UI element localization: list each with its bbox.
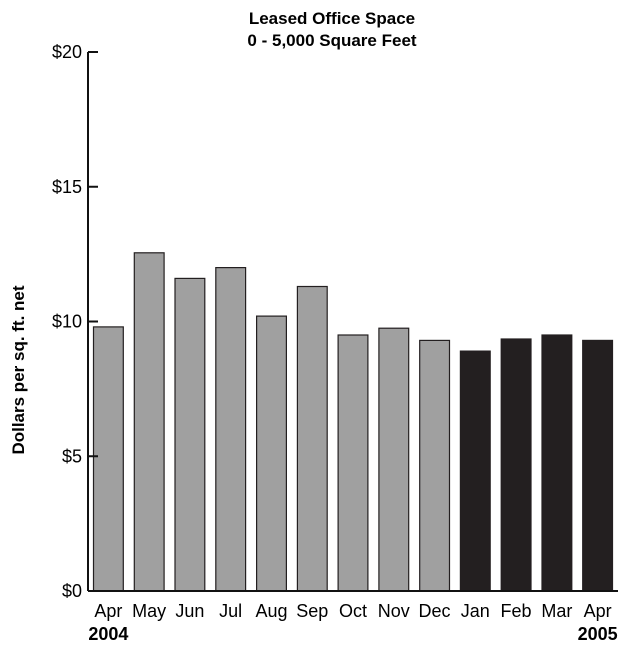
y-tick-label-0: $0: [62, 581, 82, 601]
year-label-2004: 2004: [88, 624, 128, 644]
x-tick-label-7: Nov: [378, 601, 410, 621]
y-axis-label: Dollars per sq. ft. net: [9, 285, 28, 454]
x-tick-label-12: Apr: [584, 601, 612, 621]
bar-3: [215, 267, 247, 592]
x-tick-label-0: Apr: [94, 601, 122, 621]
bar-5: [296, 285, 328, 592]
bar-1: [133, 252, 165, 592]
x-tick-label-4: Aug: [255, 601, 287, 621]
x-tick-label-5: Sep: [296, 601, 328, 621]
year-label-2005: 2005: [578, 624, 618, 644]
x-tick-label-8: Dec: [419, 601, 451, 621]
x-tick-label-10: Feb: [501, 601, 532, 621]
bar-8: [419, 339, 451, 592]
bar-2: [174, 277, 206, 592]
x-tick-label-1: May: [132, 601, 166, 621]
x-tick-label-9: Jan: [461, 601, 490, 621]
y-tick-label-3: $15: [52, 177, 82, 197]
x-tick-label-3: Jul: [219, 601, 242, 621]
y-tick-label-1: $5: [62, 446, 82, 466]
bar-4: [256, 315, 288, 592]
chart-title: Leased Office Space: [249, 9, 415, 28]
x-tick-label-6: Oct: [339, 601, 367, 621]
chart-subtitle: 0 - 5,000 Square Feet: [247, 31, 416, 50]
y-tick-label-4: $20: [52, 42, 82, 62]
bar-11: [541, 334, 573, 592]
bar-7: [378, 327, 410, 592]
x-tick-label-2: Jun: [175, 601, 204, 621]
bar-0: [92, 326, 124, 592]
bar-12: [582, 339, 614, 592]
y-tick-label-2: $10: [52, 312, 82, 332]
bar-10: [500, 338, 532, 592]
x-tick-label-11: Mar: [541, 601, 572, 621]
bar-6: [337, 334, 369, 592]
bar-9: [459, 350, 491, 592]
